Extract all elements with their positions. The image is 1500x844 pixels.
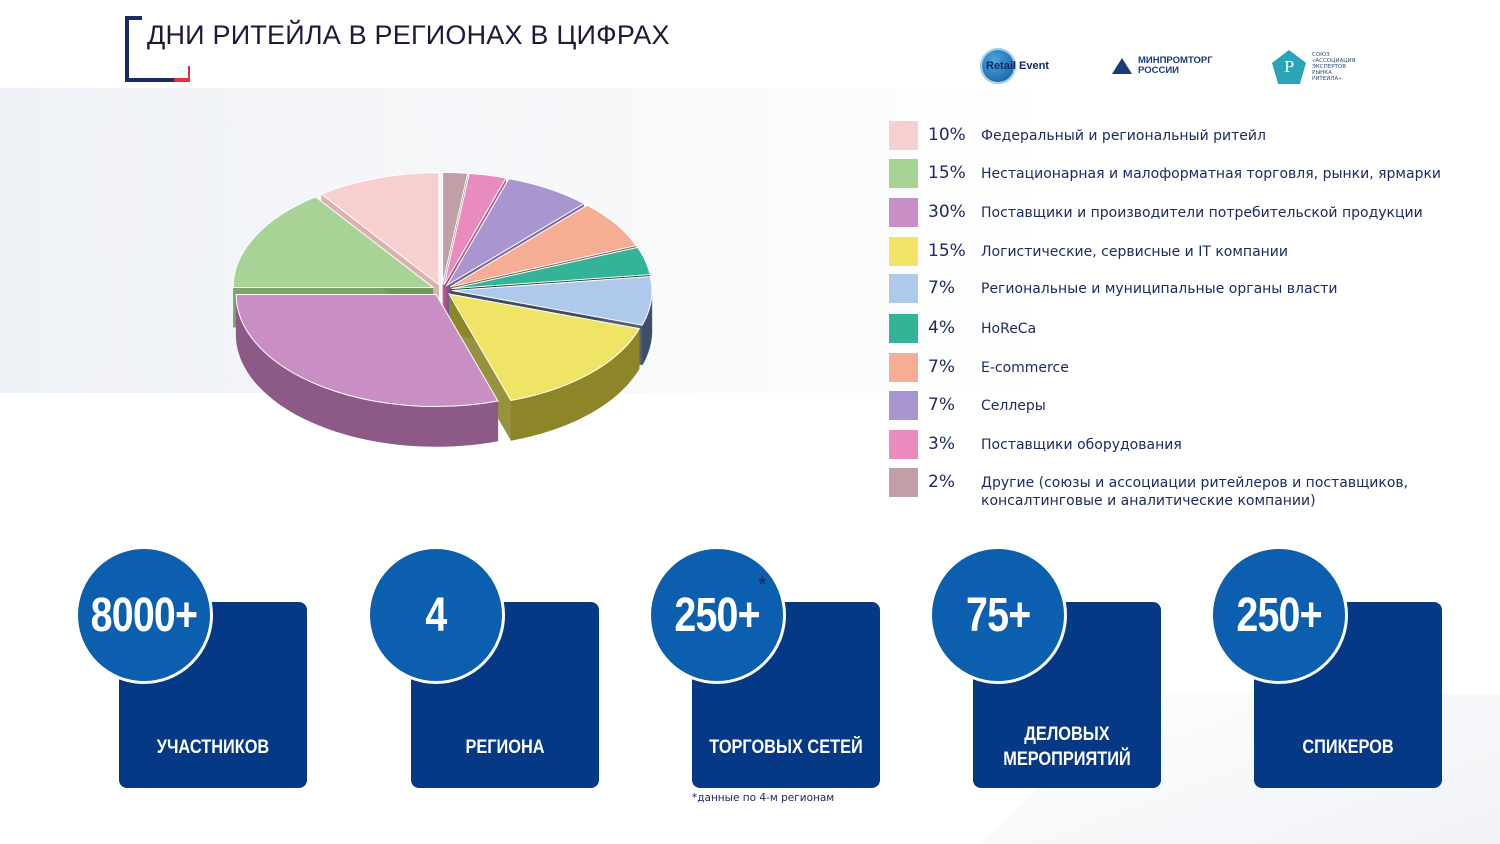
stat-card: РЕГИОНА 4 bbox=[367, 546, 607, 791]
stat-card: УЧАСТНИКОВ 8000+ bbox=[75, 546, 315, 791]
legend-swatch bbox=[889, 198, 918, 227]
stat-card: ДЕЛОВЫХ МЕРОПРИЯТИЙ 75+ bbox=[929, 546, 1169, 791]
minpromtorg-logo: МИНПРОМТОРГ РОССИИ bbox=[1112, 56, 1228, 76]
legend-label: Логистические, сервисные и IT компании bbox=[981, 244, 1289, 260]
stat-circle: 250+ bbox=[648, 546, 786, 684]
retail-event-logo: Retail Event bbox=[980, 48, 1049, 84]
legend-percent: 7% bbox=[928, 278, 955, 298]
association-logo: Р Союз «Ассоциация экспертов рынка ритей… bbox=[1272, 50, 1362, 84]
legend-percent: 2% bbox=[928, 472, 955, 492]
legend-item: 3% Поставщики оборудования bbox=[889, 430, 1461, 459]
legend-percent: 15% bbox=[928, 163, 966, 183]
stat-card: ТОРГОВЫХ СЕТЕЙ 250+ * bbox=[648, 546, 888, 791]
legend-percent: 4% bbox=[928, 318, 955, 338]
legend-item: 2% Другие (союзы и ассоциации ритейлеров … bbox=[889, 468, 1461, 510]
stat-circle: 4 bbox=[367, 546, 505, 684]
stat-value: 4 bbox=[425, 588, 447, 642]
stat-circle: 250+ bbox=[1210, 546, 1348, 684]
legend-label: Региональные и муниципальные органы влас… bbox=[981, 281, 1338, 297]
legend-label: HoReCa bbox=[981, 321, 1037, 337]
legend-item: 15% Логистические, сервисные и IT компани… bbox=[889, 237, 1461, 266]
legend-percent: 7% bbox=[928, 395, 955, 415]
pie-chart bbox=[232, 171, 653, 447]
legend-label: Федеральный и региональный ритейл bbox=[981, 128, 1266, 144]
legend-label: Другие (союзы и ассоциации ритейлеров и … bbox=[981, 475, 1409, 509]
legend-swatch bbox=[889, 430, 918, 459]
legend-swatch bbox=[889, 274, 918, 303]
stat-label: РЕГИОНА bbox=[465, 736, 545, 758]
legend-label: Поставщики и производители потребительск… bbox=[981, 205, 1423, 221]
legend-label: Нестационарная и малоформатная торговля,… bbox=[981, 166, 1442, 182]
legend-label: Поставщики оборудования bbox=[981, 437, 1182, 453]
title-bracket bbox=[125, 16, 190, 82]
legend-swatch bbox=[889, 353, 918, 382]
legend-percent: 7% bbox=[928, 357, 955, 377]
stat-value: 75+ bbox=[965, 588, 1031, 642]
stat-footnote-marker: * bbox=[758, 572, 767, 597]
stat-label: ТОРГОВЫХ СЕТЕЙ bbox=[709, 736, 863, 758]
legend-swatch bbox=[889, 121, 918, 150]
legend-item: 7% E-commerce bbox=[889, 353, 1461, 382]
legend-item: 7% Региональные и муниципальные органы вл… bbox=[889, 274, 1461, 303]
stat-label: УЧАСТНИКОВ bbox=[156, 736, 270, 758]
legend-item: 30% Поставщики и производители потребител… bbox=[889, 198, 1461, 227]
legend-swatch bbox=[889, 468, 918, 497]
stat-circle: 8000+ bbox=[75, 546, 213, 684]
legend-item: 10% Федеральный и региональный ритейл bbox=[889, 121, 1461, 150]
legend-percent: 15% bbox=[928, 241, 966, 261]
stat-label: СПИКЕРОВ bbox=[1302, 736, 1394, 758]
legend-swatch bbox=[889, 314, 918, 343]
stat-value: 8000+ bbox=[90, 588, 198, 642]
stat-circle: 75+ bbox=[929, 546, 1067, 684]
legend-item: 7% Селлеры bbox=[889, 391, 1461, 420]
legend-swatch bbox=[889, 237, 918, 266]
legend-item: 4% HoReCa bbox=[889, 314, 1461, 343]
stat-card: СПИКЕРОВ 250+ bbox=[1210, 546, 1450, 791]
legend-label: E-commerce bbox=[981, 360, 1069, 376]
legend-percent: 3% bbox=[928, 434, 955, 454]
stat-label: ДЕЛОВЫХ МЕРОПРИЯТИЙ bbox=[1003, 724, 1131, 770]
legend-percent: 10% bbox=[928, 125, 966, 145]
logo-bar: Retail Event МИНПРОМТОРГ РОССИИ Р Союз «… bbox=[980, 48, 1380, 88]
legend-percent: 30% bbox=[928, 202, 966, 222]
stat-value: 250+ bbox=[1236, 588, 1322, 642]
legend-item: 15% Нестационарная и малоформатная торгов… bbox=[889, 159, 1461, 188]
pie-slice bbox=[235, 294, 499, 447]
legend-swatch bbox=[889, 159, 918, 188]
legend-swatch bbox=[889, 391, 918, 420]
legend-label: Селлеры bbox=[981, 398, 1046, 414]
stat-value: 250+ bbox=[674, 588, 760, 642]
pie-slice bbox=[448, 293, 641, 441]
page-title: ДНИ РИТЕЙЛА В РЕГИОНАХ В ЦИФРАХ bbox=[147, 20, 670, 50]
footnote: *данные по 4-м регионам bbox=[692, 792, 835, 804]
